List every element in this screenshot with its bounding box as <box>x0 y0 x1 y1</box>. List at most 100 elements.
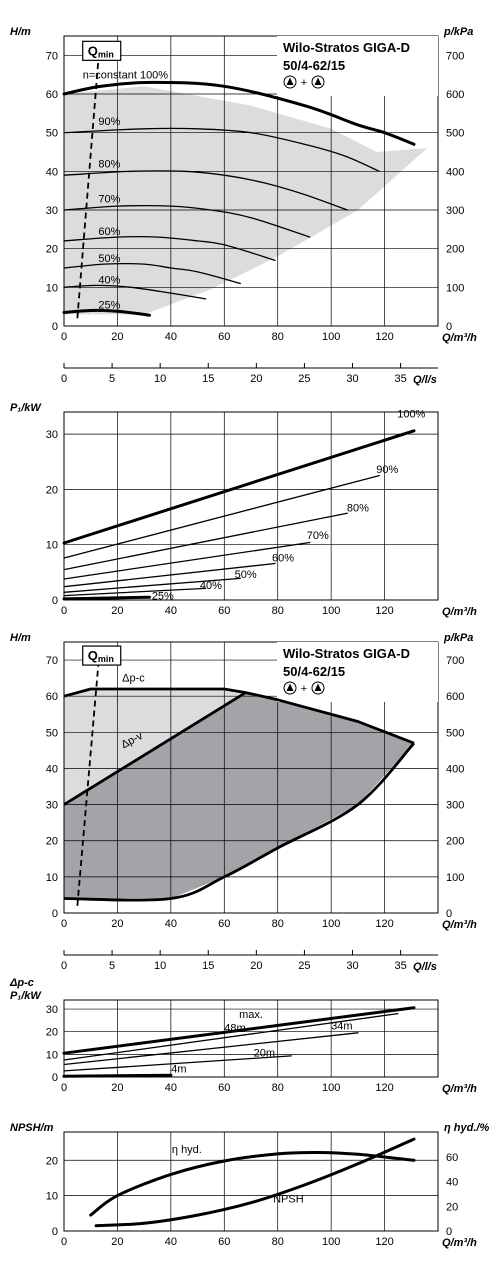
x-tick-label: 0 <box>61 331 67 343</box>
series-line <box>63 587 207 597</box>
x-tick-label: 20 <box>250 960 262 972</box>
x-axis-label: Q/m³/h <box>442 606 477 618</box>
y2-tick-label: 500 <box>446 128 464 140</box>
series-line <box>63 562 276 588</box>
series-line <box>63 512 348 571</box>
y2-tick-label: 0 <box>446 908 452 920</box>
x-tick-label: 80 <box>272 918 284 930</box>
y2-tick-label: 400 <box>446 166 464 178</box>
x-tick-label: 0 <box>61 1236 67 1248</box>
y-tick-label: 70 <box>46 655 58 667</box>
curve-label: n=constant 100% <box>83 70 169 82</box>
x-tick-label: 30 <box>346 960 358 972</box>
y2-tick-label: 40 <box>446 1177 458 1189</box>
x-axis-label: Q/m³/h <box>442 332 477 344</box>
qls-axis: 0 5 10 15 20 25 30 35 Q/l/s <box>61 363 438 386</box>
x-axis-label: Q/l/s <box>413 374 437 386</box>
x-tick-label: 60 <box>218 605 230 617</box>
y2-tick-label: 20 <box>446 1201 458 1213</box>
y-tick-label: 10 <box>46 1191 58 1203</box>
y-tick-label: 50 <box>46 128 58 140</box>
x-tick-label: 5 <box>109 960 115 972</box>
x-tick-label: 20 <box>111 331 123 343</box>
y-tick-label: 60 <box>46 691 58 703</box>
series-line <box>63 284 207 300</box>
x-axis-label: Q/m³/h <box>442 919 477 931</box>
y-tick-label: 20 <box>46 1155 58 1167</box>
x-tick-label: 10 <box>154 373 166 385</box>
y-tick-label: 20 <box>46 484 58 496</box>
y-axis-label: H/m <box>10 632 31 644</box>
x-tick-label: 0 <box>61 605 67 617</box>
pump-arrow-icon <box>286 683 294 691</box>
series-line <box>62 80 416 146</box>
y-tick-label: 30 <box>46 205 58 217</box>
plot-frame <box>63 1131 439 1232</box>
x-tick-label: 120 <box>375 605 393 617</box>
x-tick-label: 35 <box>394 960 406 972</box>
curve-label: 48m <box>224 1023 245 1035</box>
curve-label: 25% <box>98 300 120 312</box>
x-tick-label: 80 <box>272 331 284 343</box>
curve-label: 80% <box>98 158 120 170</box>
x-tick-label: 60 <box>218 918 230 930</box>
pump-arrow-icon <box>314 77 322 85</box>
y-tick-label: 40 <box>46 763 58 775</box>
x-tick-label: 20 <box>111 918 123 930</box>
qmin-line <box>76 55 100 319</box>
plot-frame <box>63 411 439 601</box>
pump-arrow-icon <box>314 683 322 691</box>
y2-tick-label: 700 <box>446 50 464 62</box>
series-line <box>63 541 311 580</box>
curve-label: 70% <box>307 530 329 542</box>
x-tick-label: 0 <box>61 918 67 930</box>
y2-tick-label: 300 <box>446 205 464 217</box>
x-tick-label: 5 <box>109 373 115 385</box>
title-box <box>277 36 438 96</box>
x-tick-label: 40 <box>165 331 177 343</box>
curve-label: 50% <box>98 253 120 265</box>
x-tick-label: 20 <box>250 373 262 385</box>
y2-tick-label: 500 <box>446 727 464 739</box>
x-tick-label: 60 <box>218 331 230 343</box>
y-tick-label: 30 <box>46 429 58 441</box>
x-tick-label: 120 <box>375 331 393 343</box>
series-line <box>62 595 151 601</box>
curve-label: 60% <box>272 552 294 564</box>
curve-label: 90% <box>98 116 120 128</box>
x-tick-label: 25 <box>298 960 310 972</box>
series-line <box>63 474 380 559</box>
plot-frame <box>63 999 439 1078</box>
curve-label: 70% <box>98 193 120 205</box>
curve-label: 60% <box>98 226 120 238</box>
curve-label: max. <box>239 1009 263 1021</box>
y-tick-label: 10 <box>46 540 58 552</box>
y2-tick-label: 300 <box>446 800 464 812</box>
x-tick-label: 40 <box>165 1236 177 1248</box>
x-tick-label: 60 <box>218 1236 230 1248</box>
y2-axis-label: p/kPa <box>443 26 473 38</box>
x-tick-label: 40 <box>165 1082 177 1094</box>
dp-v-area <box>64 692 414 899</box>
y-tick-label: 30 <box>46 800 58 812</box>
qmin-line <box>76 659 100 906</box>
series-line <box>63 170 348 211</box>
y2-tick-label: 60 <box>446 1152 458 1164</box>
y2-tick-label: 600 <box>446 691 464 703</box>
series-line <box>62 1006 416 1055</box>
y-tick-label: 0 <box>52 1072 58 1084</box>
y-axis-label: P₁/kW <box>10 402 42 414</box>
series-line <box>63 127 380 172</box>
curve-label: 100% <box>397 409 425 421</box>
y-tick-label: 60 <box>46 89 58 101</box>
plus-sign-icon: + <box>301 77 307 89</box>
series-line <box>63 205 311 238</box>
x-tick-label: 100 <box>322 1082 340 1094</box>
chart-title: Wilo-Stratos GIGA-D <box>283 646 410 661</box>
curve-label: 90% <box>376 464 398 476</box>
x-axis-label: Q/l/s <box>413 961 437 973</box>
series-line <box>63 742 416 902</box>
y-tick-label: 10 <box>46 282 58 294</box>
y-tick-label: 40 <box>46 166 58 178</box>
